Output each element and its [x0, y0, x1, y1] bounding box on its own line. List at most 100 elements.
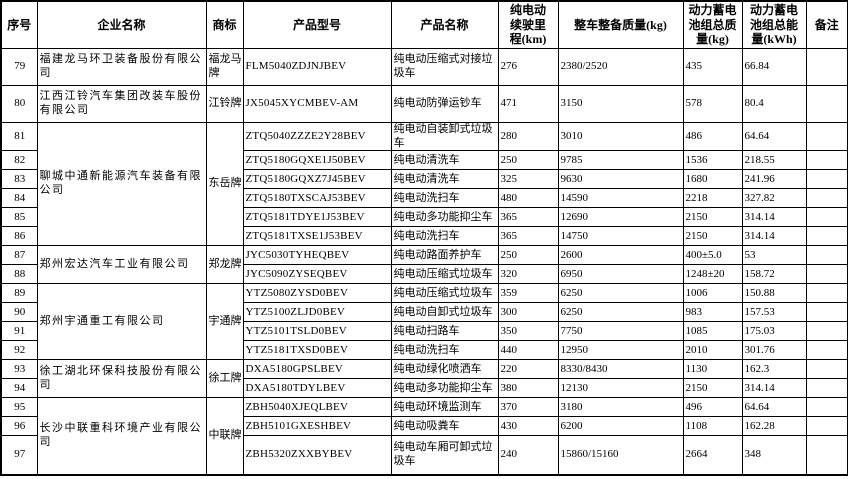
- cell-product-model: FLM5040ZDJNJBEV: [242, 47, 392, 86]
- cell-battery-energy: 175.03: [741, 321, 807, 342]
- cell-product-name: 纯电动吸粪车: [390, 416, 499, 437]
- table-row: 97 ZBH5320ZXXBYBEV 纯电动车厢可卸式垃圾车 240 15860/151…: [0, 435, 848, 476]
- cell-note: [805, 378, 848, 399]
- header-model: 产品型号: [242, 0, 392, 49]
- cell-electric-range: 300: [497, 302, 559, 323]
- cell-curb-mass: 12130: [557, 378, 684, 399]
- header-no: 序号: [0, 0, 38, 49]
- cell-serial-number: 82: [0, 150, 38, 171]
- cell-note: [805, 150, 848, 171]
- header-note: 备注: [805, 0, 848, 49]
- cell-trademark: 福龙马牌: [205, 47, 244, 86]
- cell-trademark: 江铃牌: [205, 84, 244, 123]
- cell-note: [805, 302, 848, 323]
- cell-battery-energy: 53: [741, 245, 807, 266]
- cell-product-model: JYC5090ZYSEQBEV: [242, 264, 392, 285]
- cell-battery-mass: 1536: [682, 150, 743, 171]
- cell-note: [805, 226, 848, 247]
- cell-battery-energy: 218.55: [741, 150, 807, 171]
- cell-serial-number: 92: [0, 340, 38, 361]
- cell-product-name: 纯电动多功能抑尘车: [390, 378, 499, 399]
- cell-battery-energy: 314.14: [741, 378, 807, 399]
- cell-electric-range: 250: [497, 245, 559, 266]
- cell-product-name: 纯电动多功能抑尘车: [390, 207, 499, 228]
- cell-curb-mass: 9785: [557, 150, 684, 171]
- header-battery_energy_kwh: 动力蓄电 池组总能 量(kWh): [741, 0, 807, 49]
- cell-company-name: 江西江铃汽车集团改装车股份有限公司: [36, 84, 207, 123]
- cell-curb-mass: 2600: [557, 245, 684, 266]
- cell-product-name: 纯电动自卸式垃圾车: [390, 302, 499, 323]
- cell-note: [805, 416, 848, 437]
- table-row: 81 聊城中通新能源汽车装备有限公司 东岳牌 ZTQ5040ZZZE2Y28BEV 纯电…: [0, 121, 848, 247]
- cell-curb-mass: 2380/2520: [557, 47, 684, 86]
- cell-electric-range: 380: [497, 378, 559, 399]
- header-brand: 商标: [205, 0, 244, 49]
- cell-battery-mass: 2218: [682, 188, 743, 209]
- cell-curb-mass: 14750: [557, 226, 684, 247]
- cell-product-model: ZTQ5181TXSE1J53BEV: [242, 226, 392, 247]
- cell-battery-energy: 314.14: [741, 226, 807, 247]
- header-range_km: 纯电动 续驶里 程(km): [497, 0, 559, 49]
- cell-company-name: 郑州宏达汽车工业有限公司: [36, 245, 207, 285]
- cell-battery-mass: 1248±20: [682, 264, 743, 285]
- cell-battery-energy: 348: [741, 435, 807, 476]
- cell-product-name: 纯电动车厢可卸式垃圾车: [390, 435, 499, 476]
- cell-electric-range: 320: [497, 264, 559, 285]
- cell-battery-energy: 80.4: [741, 84, 807, 123]
- table-row: 85 ZTQ5181TDYE1J53BEV 纯电动多功能抑尘车 365 12690 215…: [0, 207, 848, 228]
- cell-product-model: JYC5030TYHEQBEV: [242, 245, 392, 266]
- cell-note: [805, 188, 848, 209]
- cell-curb-mass: 12690: [557, 207, 684, 228]
- cell-product-name: 纯电动洗扫车: [390, 226, 499, 247]
- cell-product-name: 纯电动清洗车: [390, 150, 499, 171]
- cell-curb-mass: 12950: [557, 340, 684, 361]
- cell-battery-energy: 150.88: [741, 283, 807, 304]
- header-row: 序号 企业名称 商标 产品型号 产品名称 纯电动 续驶里 程(km) 整车整备质量(kg) 动…: [0, 0, 848, 49]
- table-row: 93 徐工湖北环保科技股份有限公司 徐工牌 DXA5180GPSLBEV 纯电动绿化喷洒…: [0, 359, 848, 399]
- cell-battery-mass: 486: [682, 121, 743, 152]
- cell-battery-energy: 64.64: [741, 397, 807, 418]
- cell-curb-mass: 6250: [557, 283, 684, 304]
- cell-serial-number: 96: [0, 416, 38, 437]
- cell-note: [805, 264, 848, 285]
- cell-product-model: YTZ5181TXSD0BEV: [242, 340, 392, 361]
- cell-product-name: 纯电动绿化喷洒车: [390, 359, 499, 380]
- cell-battery-mass: 2664: [682, 435, 743, 476]
- cell-battery-mass: 1085: [682, 321, 743, 342]
- cell-electric-range: 365: [497, 226, 559, 247]
- cell-curb-mass: 3010: [557, 121, 684, 152]
- cell-battery-mass: 2150: [682, 378, 743, 399]
- table-body: 79 福建龙马环卫装备股份有限公司 福龙马牌 FLM5040ZDJNJBEV 纯电动压缩…: [0, 47, 848, 476]
- cell-trademark: 宇通牌: [205, 283, 244, 361]
- cell-serial-number: 87: [0, 245, 38, 266]
- cell-product-model: ZTQ5181TDYE1J53BEV: [242, 207, 392, 228]
- cell-trademark: 东岳牌: [205, 121, 244, 247]
- cell-electric-range: 220: [497, 359, 559, 380]
- cell-product-name: 纯电动洗扫车: [390, 188, 499, 209]
- cell-note: [805, 207, 848, 228]
- cell-serial-number: 88: [0, 264, 38, 285]
- table-row: 80 江西江铃汽车集团改装车股份有限公司 江铃牌 JX5045XYCMBEV-AM 纯电…: [0, 84, 848, 123]
- cell-note: [805, 359, 848, 380]
- cell-electric-range: 370: [497, 397, 559, 418]
- table-row: 86 ZTQ5181TXSE1J53BEV 纯电动洗扫车 365 14750 2150 31…: [0, 226, 848, 247]
- cell-battery-mass: 435: [682, 47, 743, 86]
- cell-product-model: YTZ5101TSLD0BEV: [242, 321, 392, 342]
- cell-serial-number: 93: [0, 359, 38, 380]
- cell-battery-mass: 400±5.0: [682, 245, 743, 266]
- cell-note: [805, 84, 848, 123]
- table-row: 87 郑州宏达汽车工业有限公司 郑龙牌 JYC5030TYHEQBEV 纯电动路面养护车…: [0, 245, 848, 285]
- table-row: 91 YTZ5101TSLD0BEV 纯电动扫路车 350 7750 1085 175.03: [0, 321, 848, 342]
- cell-note: [805, 169, 848, 190]
- cell-battery-energy: 162.28: [741, 416, 807, 437]
- cell-product-name: 纯电动清洗车: [390, 169, 499, 190]
- cell-product-name: 纯电动压缩式垃圾车: [390, 264, 499, 285]
- cell-product-model: ZBH5320ZXXBYBEV: [242, 435, 392, 476]
- cell-trademark: 中联牌: [205, 397, 244, 476]
- header-company: 企业名称: [36, 0, 207, 49]
- cell-serial-number: 81: [0, 121, 38, 152]
- table-row: 92 YTZ5181TXSD0BEV 纯电动洗扫车 440 12950 2010 301.7…: [0, 340, 848, 361]
- cell-product-model: DXA5180TDYLBEV: [242, 378, 392, 399]
- cell-battery-energy: 64.64: [741, 121, 807, 152]
